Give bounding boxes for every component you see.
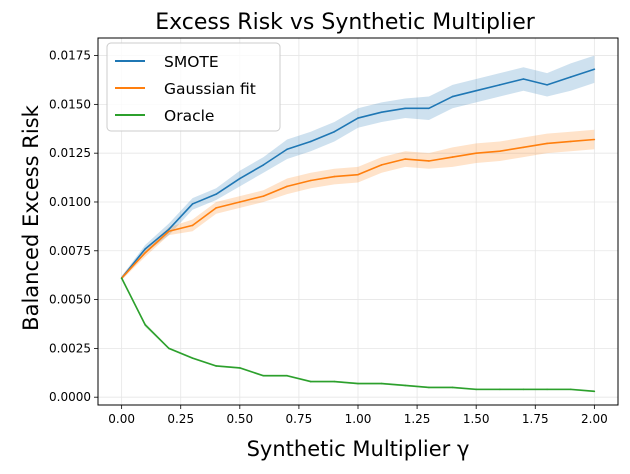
oracle-point: [499, 388, 501, 391]
y-tick-label: 0.0025: [49, 341, 91, 355]
smote-point: [168, 228, 170, 231]
x-tick-label: 1.25: [404, 412, 431, 426]
gaussian-fit-point: [191, 224, 194, 227]
gaussian-fit-point: [239, 201, 241, 203]
oracle-point: [215, 365, 217, 367]
x-tick-label: 0.50: [226, 412, 253, 426]
oracle-point: [286, 374, 288, 377]
x-axis-ticks: 0.00 0.25 0.50 0.75 1.00 1.25 1.50 1.75 2.00: [108, 405, 608, 426]
x-tick-label: 0.25: [167, 412, 194, 426]
oracle-point: [144, 324, 147, 326]
smote-point: [309, 140, 312, 143]
y-tick-label: 0.0175: [49, 49, 91, 63]
oracle-point: [380, 382, 383, 385]
smote-point: [451, 95, 454, 98]
y-tick-label: 0.0150: [49, 97, 91, 111]
x-tick-label: 0.00: [108, 412, 135, 426]
oracle-point: [120, 277, 123, 279]
smote-confidence-band: [121, 55, 595, 281]
gaussian-fit-point: [286, 185, 288, 188]
y-axis-ticks: 0.0000 0.0025 0.0050 0.0075 0.0100 0.0125 0.01…: [49, 49, 98, 404]
smote-point: [215, 193, 217, 195]
oracle-point: [262, 374, 265, 377]
grid-layer: [98, 38, 618, 405]
y-tick-label: 0.0075: [49, 244, 91, 258]
smote-point: [191, 203, 194, 205]
gaussian-fit-point: [215, 207, 217, 209]
oracle-point: [404, 384, 407, 387]
oracle-point: [309, 380, 312, 383]
y-tick-label: 0.0125: [49, 146, 91, 160]
x-tick-label: 1.50: [463, 412, 490, 426]
smote-point: [380, 111, 383, 113]
y-tick-label: 0.0050: [49, 293, 91, 307]
legend-label-oracle: Oracle: [164, 107, 214, 125]
oracle-point: [428, 386, 430, 389]
gaussian-fit-point: [451, 156, 454, 158]
gaussian-fit-point: [569, 140, 572, 143]
smote-point: [404, 107, 407, 110]
smote-point: [428, 107, 430, 110]
x-tick-label: 1.75: [522, 412, 549, 426]
gaussian-fit-point: [309, 179, 312, 182]
oracle-point: [475, 388, 477, 391]
smote-point: [569, 76, 572, 78]
gaussian-fit-point: [262, 195, 265, 197]
x-tick-label: 0.75: [286, 412, 313, 426]
legend-box: [106, 42, 281, 132]
legend-label-gaussian-fit: Gaussian fit: [164, 80, 256, 98]
smote-point: [499, 84, 501, 86]
gaussian-fit-point: [522, 146, 525, 149]
oracle-point: [569, 388, 572, 391]
oracle-point: [546, 388, 548, 391]
gaussian-fit-point: [475, 152, 477, 154]
oracle-point: [333, 380, 336, 383]
smote-point: [546, 84, 548, 86]
smote-point: [593, 68, 596, 71]
x-axis-label: Synthetic Multiplier γ: [247, 437, 470, 461]
oracle-point: [357, 382, 359, 385]
band-layer: [121, 55, 595, 393]
gaussian-fit-point: [593, 138, 596, 141]
smote-point: [475, 89, 477, 92]
oracle-point: [239, 367, 241, 369]
chart-title: Excess Risk vs Synthetic Multiplier: [155, 10, 536, 35]
oracle-point: [451, 386, 454, 389]
gaussian-fit-confidence-band: [121, 129, 595, 281]
smote-point: [144, 248, 147, 250]
smote-point: [286, 148, 288, 151]
x-tick-label: 1.00: [345, 412, 372, 426]
oracle-point: [191, 357, 194, 359]
legend: SMOTE Gaussian fit Oracle: [106, 42, 281, 132]
x-tick-label: 2.00: [581, 412, 608, 426]
oracle-point: [522, 388, 525, 391]
gaussian-fit-point: [168, 230, 170, 233]
y-axis-label: Balanced Excess Risk: [19, 104, 43, 330]
oracle-point: [168, 347, 170, 350]
legend-entries: SMOTE Gaussian fit Oracle: [115, 53, 256, 125]
gaussian-fit-point: [380, 164, 383, 166]
gaussian-fit-point: [499, 150, 501, 153]
smote-point: [522, 78, 525, 80]
gaussian-fit-point: [144, 251, 147, 254]
oracle-point: [593, 390, 596, 393]
line-layer: [120, 68, 596, 393]
smote-point: [262, 164, 265, 166]
smote-point: [333, 130, 336, 133]
legend-label-smote: SMOTE: [164, 53, 219, 71]
smote-point: [357, 117, 359, 119]
gaussian-fit-point: [357, 173, 359, 176]
gaussian-fit-point: [546, 142, 548, 145]
gaussian-fit-point: [333, 175, 336, 178]
smote-point: [239, 177, 241, 180]
y-tick-label: 0.0100: [49, 195, 91, 209]
gaussian-fit-point: [428, 160, 430, 162]
y-tick-label: 0.0000: [49, 390, 91, 404]
gaussian-fit-point: [404, 158, 407, 160]
